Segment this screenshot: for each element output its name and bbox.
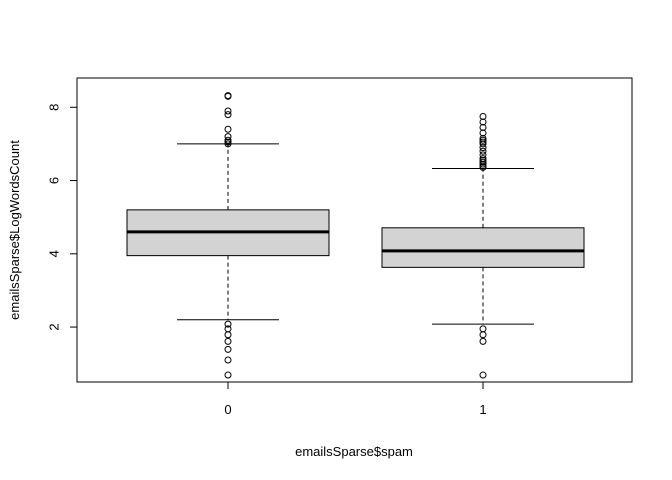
box-group-1: [381, 112, 585, 379]
x-tick-label: 1: [479, 402, 486, 417]
outlier-point: [224, 138, 232, 146]
outlier-point: [479, 136, 487, 144]
outlier-point: [479, 147, 487, 155]
outlier-point: [224, 371, 232, 379]
y-axis-title: emailsSparse$LogWordsCount: [7, 140, 22, 320]
x-tick-label: 0: [224, 402, 231, 417]
outlier-point: [224, 107, 232, 115]
outlier-point: [479, 112, 487, 120]
y-tick-label: 8: [47, 104, 62, 111]
outlier-point: [224, 133, 232, 141]
boxes-layer: [126, 92, 585, 379]
outlier-point: [479, 156, 487, 164]
outlier-point: [479, 155, 487, 163]
outlier-point: [224, 345, 232, 353]
outlier-point: [224, 140, 232, 148]
outlier-point: [479, 138, 487, 146]
outlier-point: [479, 123, 487, 131]
outlier-point: [479, 337, 487, 345]
y-tick-label: 6: [47, 177, 62, 184]
outlier-point: [224, 320, 232, 328]
outlier-point: [479, 331, 487, 339]
outlier-point: [224, 111, 232, 119]
outlier-point: [224, 325, 232, 333]
outlier-point: [479, 160, 487, 168]
outlier-point: [224, 125, 232, 133]
outlier-point: [479, 371, 487, 379]
outlier-point: [224, 331, 232, 339]
outlier-point: [479, 158, 487, 166]
y-tick-label: 2: [47, 323, 62, 330]
outlier-point: [224, 92, 232, 100]
outlier-point: [479, 144, 487, 152]
outlier-point: [479, 151, 487, 159]
outlier-point: [479, 134, 487, 142]
outlier-point: [479, 325, 487, 333]
y-tick-label: 4: [47, 250, 62, 257]
box-group-0: [126, 92, 330, 379]
outlier-point: [479, 129, 487, 137]
outlier-point: [224, 337, 232, 345]
box-iqr: [381, 227, 585, 268]
x-axis-title: emailsSparse$spam: [295, 444, 413, 459]
y-axis: 2 4 6 8: [47, 104, 78, 331]
outlier-point: [224, 136, 232, 144]
outlier-point: [479, 162, 487, 170]
outlier-point: [479, 140, 487, 148]
outlier-point: [479, 118, 487, 126]
outlier-point: [224, 356, 232, 364]
